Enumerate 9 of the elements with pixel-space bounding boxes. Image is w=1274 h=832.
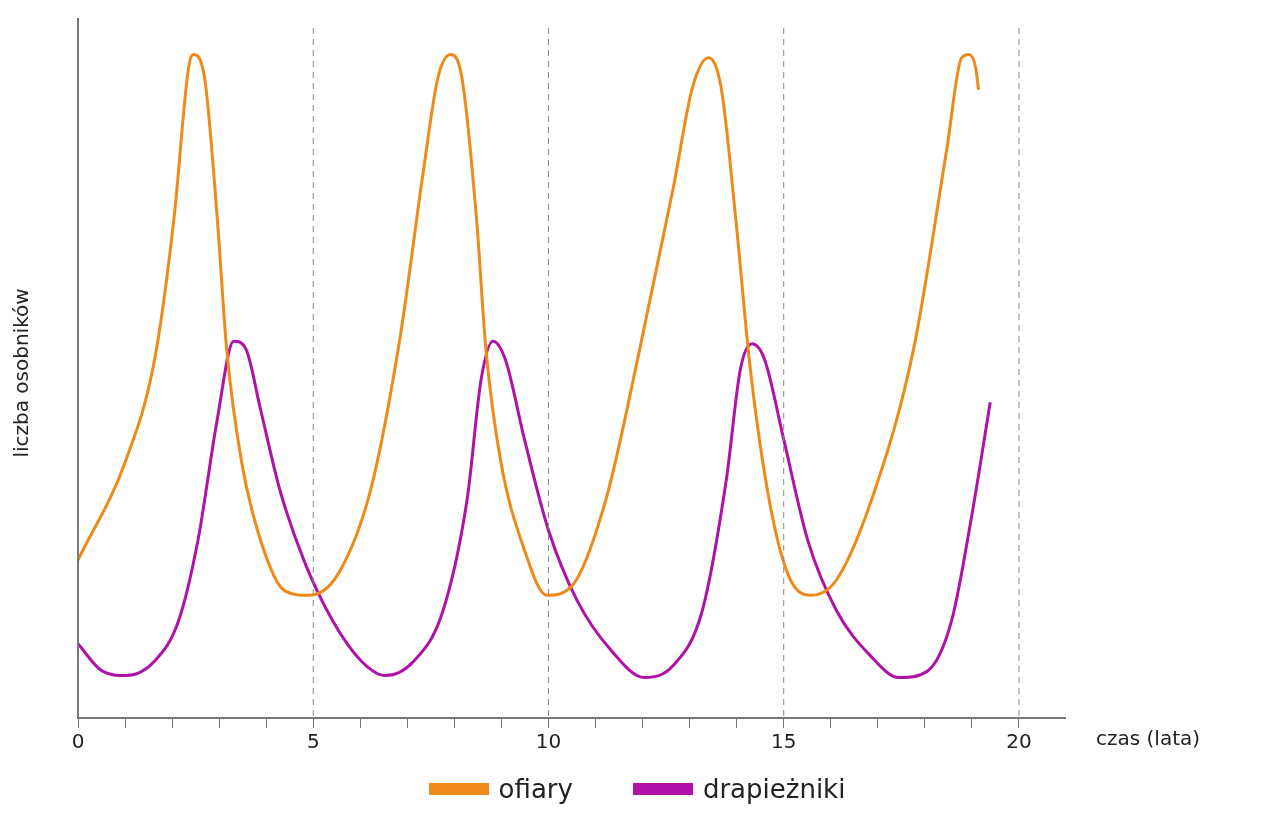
legend-label: ofiary [498, 774, 573, 804]
x-tick-label: 0 [71, 729, 85, 754]
legend-label: drapieżniki [702, 774, 846, 804]
y-axis-title: liczba osobników [9, 288, 34, 458]
x-tick-label: 15 [770, 729, 797, 754]
x-axis-title: czas (lata) [1096, 726, 1201, 751]
x-tick-label: 20 [1006, 729, 1032, 754]
x-tick-label: 5 [306, 729, 320, 754]
x-tick-label: 10 [535, 729, 562, 754]
